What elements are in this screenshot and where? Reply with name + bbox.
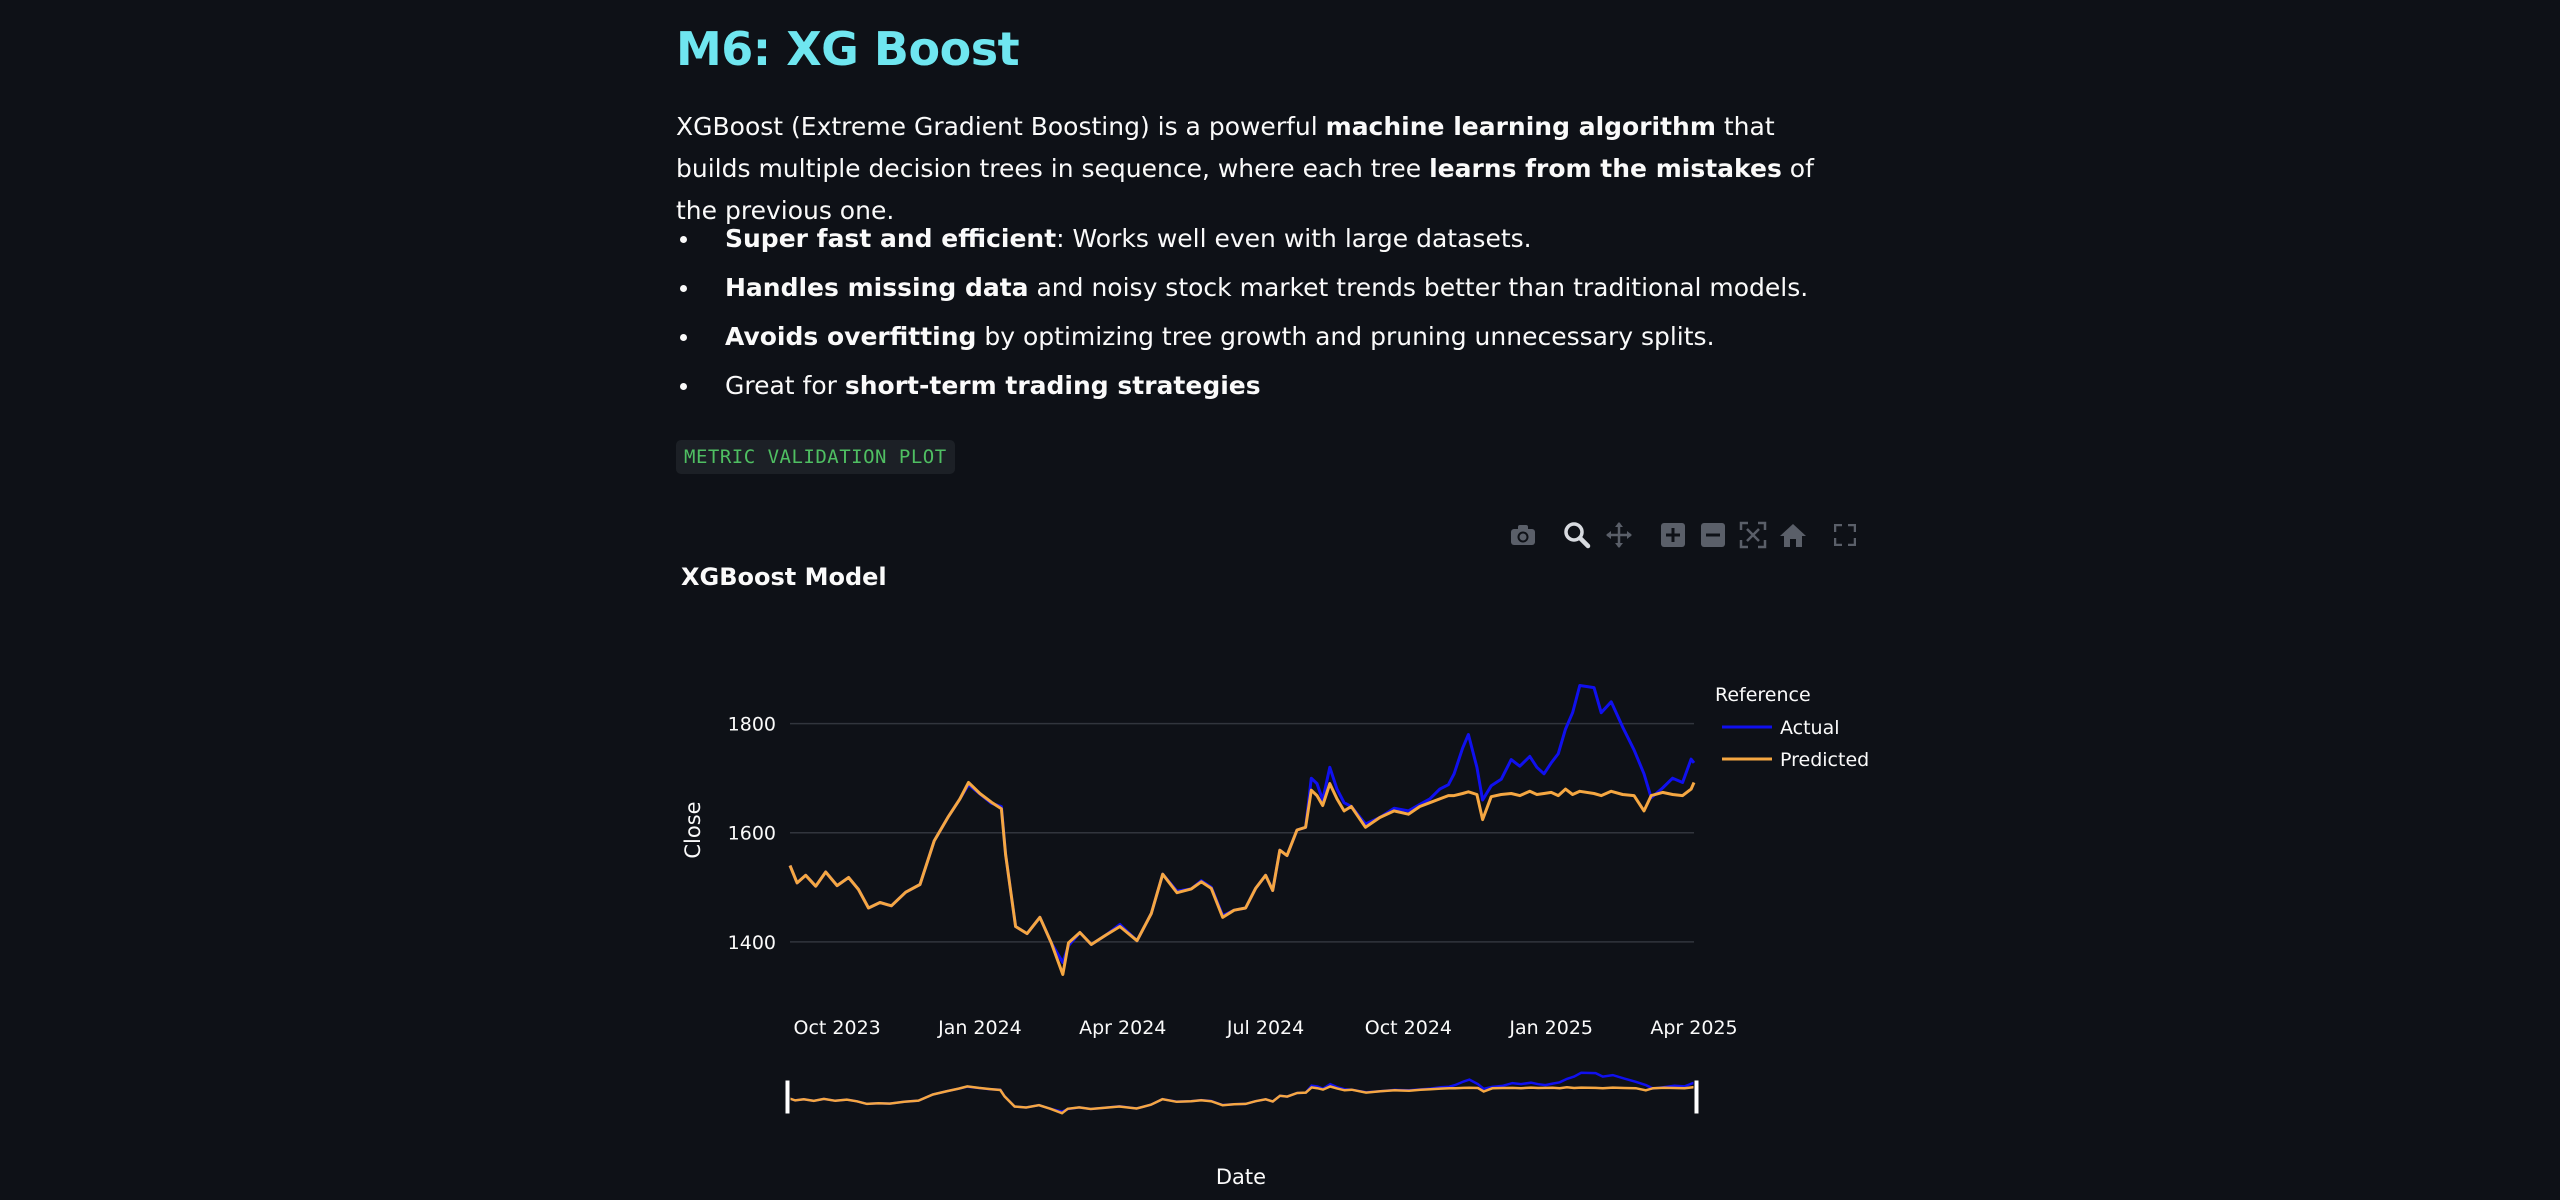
legend-label-actual[interactable]: Actual <box>1780 717 1840 739</box>
bullet-text: by optimizing tree growth and pruning un… <box>976 322 1715 351</box>
range-slider-line-predicted <box>787 1085 1697 1115</box>
bullet-bold: Super fast and efficient <box>725 224 1057 253</box>
zoom-icon[interactable] <box>1562 520 1592 550</box>
range-slider-handle-right[interactable] <box>1693 1079 1700 1115</box>
intro-text-2: that builds multiple decision trees in s… <box>676 112 1775 183</box>
intro-paragraph: XGBoost (Extreme Gradient Boosting) is a… <box>676 106 1856 232</box>
bullet-bold: Handles missing data <box>725 273 1029 302</box>
bullet-bold: Avoids overfitting <box>725 322 977 351</box>
bullet-text: : Works well even with large datasets. <box>1056 224 1532 253</box>
x-tick-label: Oct 2024 <box>1365 1017 1452 1039</box>
list-item: Super fast and efficient: Works well eve… <box>676 214 1808 263</box>
legend-label-predicted[interactable]: Predicted <box>1780 749 1869 771</box>
page-title: M6: XG Boost <box>676 22 1020 76</box>
autoscale-icon[interactable] <box>1738 520 1768 550</box>
bullet-text: Great for <box>725 371 845 400</box>
range-slider-handle-left[interactable] <box>784 1079 791 1115</box>
intro-bold-2: learns from the mistakes <box>1429 154 1782 183</box>
intro-text-1: XGBoost (Extreme Gradient Boosting) is a… <box>676 112 1326 141</box>
intro-bold-1: machine learning algorithm <box>1325 112 1716 141</box>
feature-list: Super fast and efficient: Works well eve… <box>676 214 1808 410</box>
y-axis-label: Close <box>681 801 705 858</box>
bullet-bold: short-term trading strategies <box>844 371 1261 400</box>
range-slider-line-actual <box>787 1071 1697 1113</box>
x-tick-label: Jan 2024 <box>937 1017 1022 1039</box>
legend-title: Reference <box>1715 684 1811 706</box>
zoom-out-icon[interactable] <box>1698 520 1728 550</box>
camera-icon[interactable] <box>1508 520 1538 550</box>
x-tick-label: Jul 2024 <box>1226 1017 1304 1039</box>
chart-title: XGBoost Model <box>681 563 887 591</box>
list-item: Handles missing data and noisy stock mar… <box>676 263 1808 312</box>
list-item: Avoids overfitting by optimizing tree gr… <box>676 312 1808 361</box>
x-tick-label: Apr 2025 <box>1650 1017 1737 1039</box>
zoom-in-icon[interactable] <box>1658 520 1688 550</box>
series-line-actual <box>788 684 1696 964</box>
y-tick-label: 1600 <box>728 823 776 845</box>
y-tick-label: 1400 <box>728 932 776 954</box>
intro-text-3: of the previous one. <box>676 154 1814 225</box>
bullet-text: and noisy stock market trends better tha… <box>1028 273 1809 302</box>
y-tick-label: 1800 <box>728 714 776 736</box>
x-axis-label: Date <box>1216 1165 1266 1189</box>
x-tick-label: Oct 2023 <box>794 1017 881 1039</box>
x-tick-label: Jan 2025 <box>1508 1017 1593 1039</box>
pan-icon[interactable] <box>1604 520 1634 550</box>
metric-validation-badge: METRIC VALIDATION PLOT <box>676 440 955 474</box>
list-item: Great for short-term trading strategies <box>676 361 1808 410</box>
series-line-predicted <box>788 781 1696 976</box>
x-tick-label: Apr 2024 <box>1079 1017 1166 1039</box>
fullscreen-icon[interactable] <box>1830 520 1860 550</box>
home-icon[interactable] <box>1778 520 1808 550</box>
chart-modebar <box>676 520 1876 552</box>
